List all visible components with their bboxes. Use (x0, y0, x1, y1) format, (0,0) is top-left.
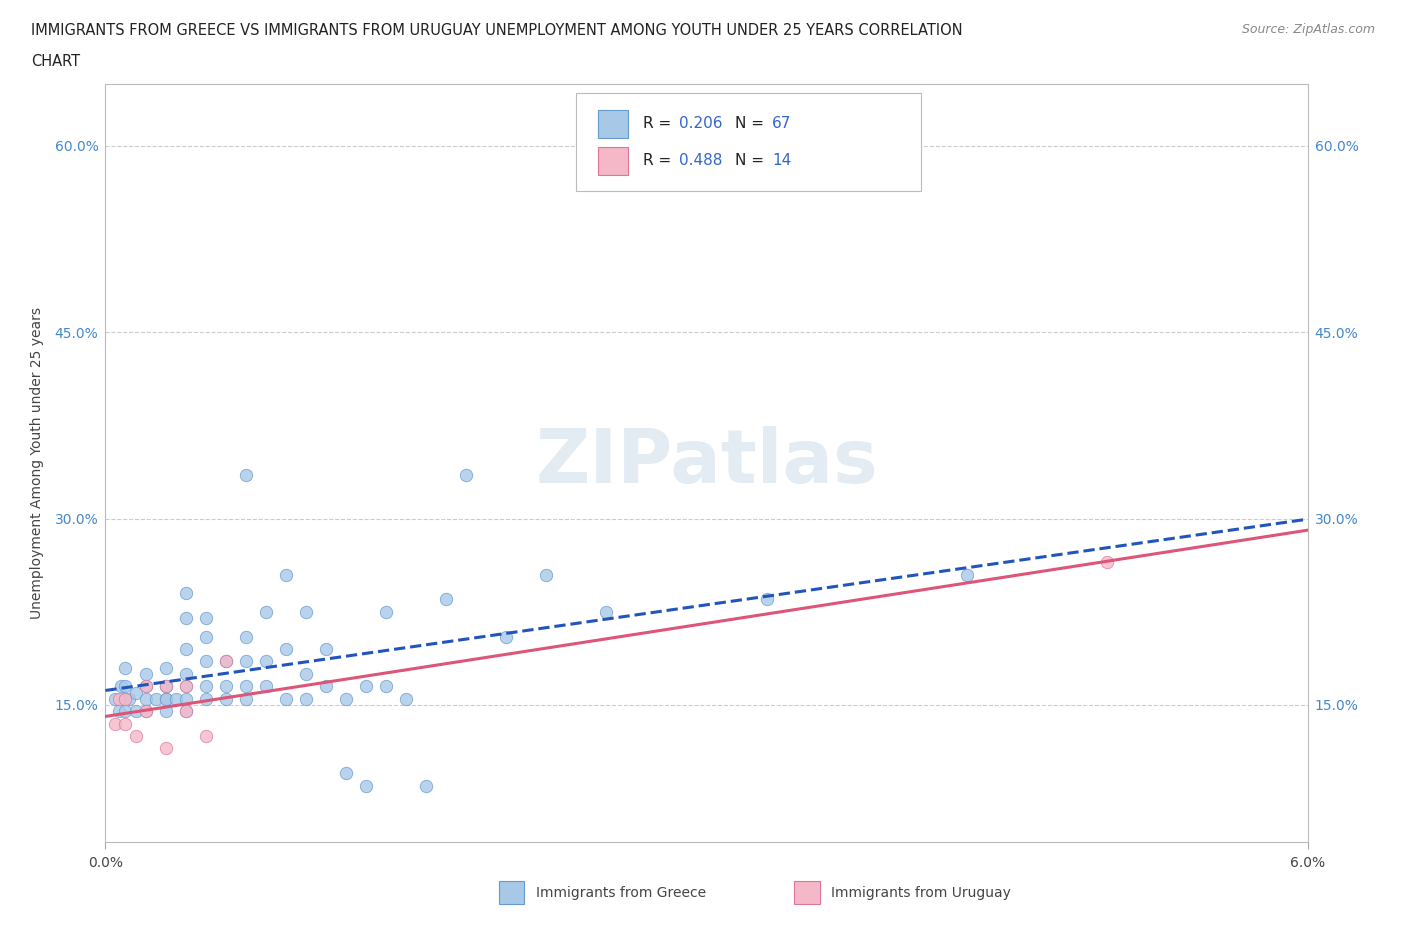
Point (114, 660, 136, 675)
Text: R =: R = (643, 153, 676, 168)
Point (155, 704, 177, 719)
Point (155, 691, 177, 706)
Text: 0.206: 0.206 (679, 116, 723, 131)
Point (194, 691, 217, 706)
Point (104, 691, 127, 706)
Point (114, 704, 136, 719)
Point (135, 679, 157, 694)
Text: CHART: CHART (31, 54, 80, 69)
Point (214, 654, 236, 669)
Point (354, 778, 377, 793)
Point (194, 728, 217, 743)
Y-axis label: Unemployment Among Youth under 25 years: Unemployment Among Youth under 25 years (30, 307, 44, 618)
Text: 67: 67 (772, 116, 792, 131)
Point (274, 691, 297, 706)
Point (174, 691, 197, 706)
Point (108, 704, 131, 719)
Point (214, 679, 236, 694)
Text: Immigrants from Uruguay: Immigrants from Uruguay (831, 885, 1011, 900)
Point (155, 679, 177, 694)
Point (155, 679, 177, 694)
Text: N =: N = (735, 116, 769, 131)
Point (194, 679, 217, 694)
Point (335, 766, 357, 781)
Point (214, 654, 236, 669)
Point (374, 604, 398, 619)
Point (135, 704, 157, 719)
Point (104, 716, 127, 731)
Point (145, 691, 167, 706)
Point (135, 704, 157, 719)
Point (135, 667, 157, 682)
Point (235, 654, 257, 669)
Point (254, 679, 277, 694)
Text: Source: ZipAtlas.com: Source: ZipAtlas.com (1241, 23, 1375, 36)
Point (1097, 554, 1119, 569)
Point (235, 691, 257, 706)
Point (174, 611, 197, 626)
Point (755, 591, 778, 606)
Text: R =: R = (643, 116, 676, 131)
Point (295, 667, 318, 682)
Point (595, 604, 617, 619)
Text: IMMIGRANTS FROM GREECE VS IMMIGRANTS FROM URUGUAY UNEMPLOYMENT AMONG YOUTH UNDER: IMMIGRANTS FROM GREECE VS IMMIGRANTS FRO… (31, 23, 963, 38)
Point (114, 679, 136, 694)
Text: 0.488: 0.488 (679, 153, 723, 168)
Point (335, 691, 357, 706)
Point (395, 691, 418, 706)
Point (434, 591, 457, 606)
Point (254, 654, 277, 669)
Point (214, 691, 236, 706)
Point (956, 567, 979, 582)
Point (194, 654, 217, 669)
Point (124, 728, 146, 743)
Point (295, 691, 318, 706)
Text: 14: 14 (772, 153, 792, 168)
Point (534, 567, 557, 582)
Point (108, 691, 131, 706)
Point (155, 679, 177, 694)
Point (174, 667, 197, 682)
Point (235, 630, 257, 644)
Point (174, 679, 197, 694)
Text: N =: N = (735, 153, 769, 168)
Point (194, 611, 217, 626)
Point (254, 604, 277, 619)
Point (315, 642, 337, 657)
Point (295, 604, 318, 619)
Point (114, 716, 136, 731)
Point (155, 741, 177, 756)
Point (155, 691, 177, 706)
Point (118, 691, 141, 706)
Point (124, 704, 146, 719)
Point (235, 468, 257, 483)
Text: ZIPatlas: ZIPatlas (536, 426, 877, 499)
Point (354, 679, 377, 694)
Point (174, 704, 197, 719)
Point (165, 691, 187, 706)
Point (114, 691, 136, 706)
Point (135, 679, 157, 694)
Point (235, 679, 257, 694)
Point (174, 704, 197, 719)
Point (174, 642, 197, 657)
Point (135, 691, 157, 706)
Point (374, 679, 398, 694)
Point (124, 685, 146, 700)
Point (415, 778, 437, 793)
Point (274, 567, 297, 582)
Point (454, 468, 477, 483)
Point (174, 679, 197, 694)
Point (174, 586, 197, 601)
Point (495, 630, 517, 644)
Point (110, 679, 132, 694)
Point (114, 691, 136, 706)
Point (315, 679, 337, 694)
Point (155, 660, 177, 675)
Text: Immigrants from Greece: Immigrants from Greece (536, 885, 706, 900)
Point (194, 630, 217, 644)
Point (274, 642, 297, 657)
